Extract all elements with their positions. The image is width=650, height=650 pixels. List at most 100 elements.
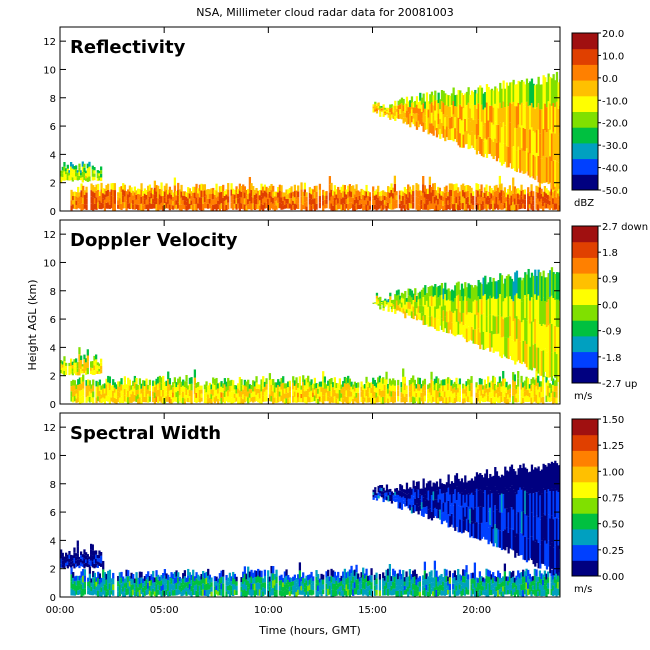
radar-echo-cell xyxy=(374,487,377,490)
radar-echo-cell xyxy=(500,577,503,583)
radar-echo-cell xyxy=(225,381,228,387)
radar-echo-cell xyxy=(402,496,405,501)
radar-echo-cell xyxy=(243,589,247,597)
radar-echo-cell xyxy=(392,581,395,589)
radar-echo-cell xyxy=(293,574,297,581)
radar-echo-cell xyxy=(297,185,300,192)
radar-echo-cell xyxy=(110,389,113,394)
radar-echo-cell xyxy=(409,288,412,296)
radar-echo-cell xyxy=(462,569,465,576)
radar-echo-cell xyxy=(160,202,163,210)
radar-echo-cell xyxy=(500,591,503,597)
radar-echo-cell xyxy=(86,177,89,182)
radar-echo-cell xyxy=(270,379,273,385)
radar-echo-cell xyxy=(379,114,382,117)
radar-echo-cell xyxy=(238,183,242,191)
radar-echo-cell xyxy=(145,574,148,580)
radar-echo-cell xyxy=(540,579,543,585)
radar-echo-cell xyxy=(540,109,544,134)
radar-echo-cell xyxy=(525,582,528,590)
radar-echo-cell xyxy=(365,389,368,397)
radar-echo-cell xyxy=(387,575,390,583)
radar-echo-cell xyxy=(450,396,453,403)
radar-echo-cell xyxy=(469,298,472,313)
radar-echo-cell xyxy=(98,385,102,392)
radar-echo-cell xyxy=(395,498,399,502)
radar-echo-cell xyxy=(308,391,312,398)
radar-echo-cell xyxy=(489,89,492,106)
radar-echo-cell xyxy=(523,571,527,578)
radar-echo-cell xyxy=(86,560,89,564)
radar-echo-cell xyxy=(477,389,480,394)
radar-echo-cell xyxy=(507,274,510,296)
radar-echo-cell xyxy=(250,189,253,197)
radar-echo-cell xyxy=(230,581,233,586)
radar-echo-cell xyxy=(539,109,542,134)
radar-echo-cell xyxy=(452,184,455,191)
radar-echo-cell xyxy=(212,199,215,205)
radar-echo-cell xyxy=(373,195,377,201)
colorbar-segment xyxy=(572,257,598,274)
radar-echo-cell xyxy=(140,398,143,404)
radar-echo-cell xyxy=(484,275,487,295)
radar-echo-cell xyxy=(464,310,467,325)
radar-echo-cell xyxy=(394,488,397,492)
radar-echo-cell xyxy=(525,376,528,384)
radar-echo-cell xyxy=(203,190,207,197)
radar-echo-cell xyxy=(512,588,515,595)
radar-echo-cell xyxy=(514,106,517,128)
radar-echo-cell xyxy=(435,376,438,384)
radar-echo-cell xyxy=(108,383,112,391)
radar-echo-cell xyxy=(519,104,522,128)
radar-echo-cell xyxy=(75,398,78,403)
radar-echo-cell xyxy=(303,182,307,190)
radar-echo-cell xyxy=(509,296,512,317)
radar-echo-cell xyxy=(340,198,343,205)
radar-echo-cell xyxy=(473,571,477,580)
radar-echo-cell xyxy=(340,186,343,193)
radar-echo-cell xyxy=(375,392,378,398)
radar-echo-cell xyxy=(374,495,377,498)
radar-echo-cell xyxy=(127,397,130,404)
radar-echo-cell xyxy=(423,384,427,391)
radar-echo-cell xyxy=(360,577,363,584)
radar-echo-cell xyxy=(520,343,524,365)
radar-echo-cell xyxy=(442,299,445,311)
radar-echo-cell xyxy=(70,564,73,568)
radar-echo-cell xyxy=(112,396,115,403)
radar-echo-cell xyxy=(512,321,515,341)
radar-echo-cell xyxy=(130,389,133,395)
radar-echo-cell xyxy=(512,124,515,147)
radar-echo-cell xyxy=(429,286,432,297)
radar-echo-cell xyxy=(517,386,520,395)
radar-echo-cell xyxy=(100,170,103,174)
radar-echo-cell xyxy=(382,583,385,590)
radar-echo-cell xyxy=(475,139,479,155)
radar-echo-cell xyxy=(465,565,468,573)
radar-echo-cell xyxy=(413,569,417,577)
radar-echo-cell xyxy=(167,394,170,402)
radar-echo-cell xyxy=(213,581,217,587)
radar-echo-cell xyxy=(367,397,370,403)
radar-echo-cell xyxy=(399,104,402,110)
radar-echo-cell xyxy=(282,396,285,403)
radar-echo-cell xyxy=(492,588,495,595)
radar-echo-cell xyxy=(187,575,190,582)
radar-echo-cell xyxy=(93,365,96,371)
radar-echo-cell xyxy=(142,587,145,593)
radar-echo-cell xyxy=(305,390,308,398)
radar-echo-cell xyxy=(405,309,409,313)
radar-echo-cell xyxy=(455,513,459,527)
radar-echo-cell xyxy=(272,385,275,392)
radar-echo-cell xyxy=(467,506,470,520)
radar-echo-cell xyxy=(258,589,262,596)
radar-echo-cell xyxy=(232,391,235,398)
radar-echo-cell xyxy=(395,108,399,112)
colorbar-segment xyxy=(572,174,598,191)
radar-echo-cell xyxy=(163,191,167,198)
radar-echo-cell xyxy=(447,299,450,311)
radar-echo-cell xyxy=(417,292,420,300)
radar-echo-cell xyxy=(72,379,75,386)
radar-echo-cell xyxy=(475,196,478,203)
radar-echo-cell xyxy=(420,97,424,105)
